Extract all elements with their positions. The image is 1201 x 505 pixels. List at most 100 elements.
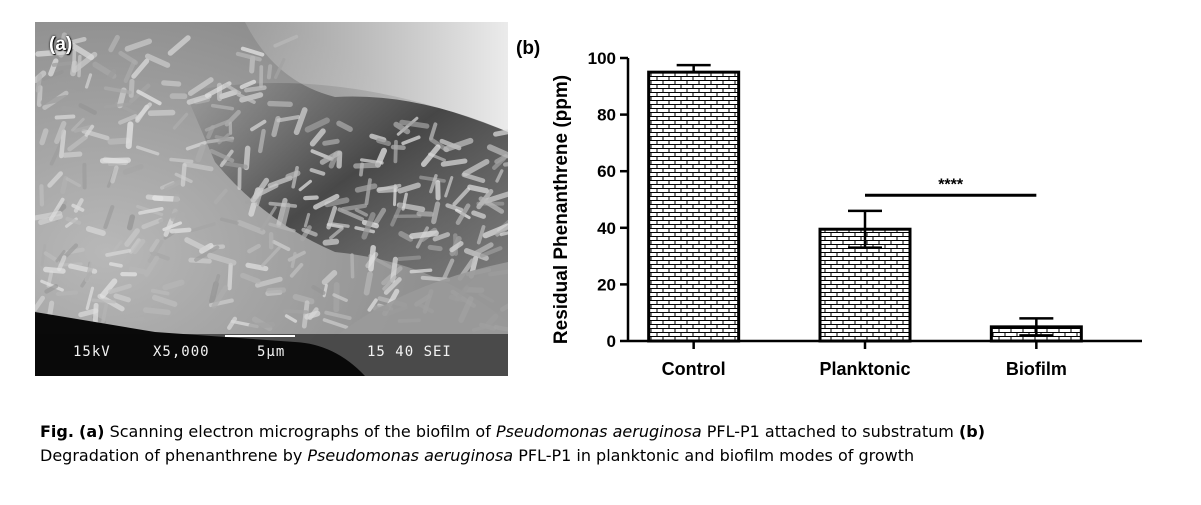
bacterium-rod (250, 177, 270, 203)
bacterium-rod (247, 243, 261, 254)
bacterium-rod (336, 120, 353, 132)
bacterium-rod (399, 119, 430, 129)
bacterium-rod (39, 184, 45, 207)
caption-fig: Fig. (40, 422, 74, 441)
bacterium-rod (353, 162, 381, 169)
bacterium-rod (47, 300, 55, 318)
bacterium-rod (40, 243, 47, 267)
bacterium-rod (471, 210, 486, 219)
bacterium-rod (409, 230, 439, 240)
bacterium-rod (354, 208, 369, 217)
bacterium-rod (313, 193, 340, 210)
bacterium-rod (359, 162, 364, 177)
bacterium-rod (211, 274, 221, 297)
bacterium-rod (467, 184, 489, 194)
bacterium-rod (214, 135, 234, 143)
bacterium-rod (442, 258, 455, 280)
bacterium-rod (240, 272, 261, 284)
bacterium-rod (128, 238, 141, 254)
bacterium-rod (220, 160, 248, 169)
bacterium-rod (443, 137, 474, 152)
bacterium-rod (219, 89, 238, 100)
scale-bar (225, 335, 295, 337)
bacterium-rod (85, 226, 106, 236)
bacterium-rod (332, 293, 348, 302)
bacterium-rod (492, 156, 507, 170)
bacterium-rod (195, 143, 206, 163)
bacterium-rod (377, 183, 402, 192)
bacterium-rod (65, 216, 82, 225)
bacterium-rod (479, 246, 503, 258)
bacterium-rod (43, 266, 66, 274)
caption-a-tag: (a) (79, 422, 105, 441)
bacterium-rod (416, 211, 434, 217)
bacterium-rod (48, 197, 65, 222)
bacterium-rod (99, 278, 118, 299)
bacterium-rod (149, 238, 160, 253)
bacterium-rod (493, 129, 508, 137)
bacterium-rod (427, 244, 443, 252)
bacterium-rod (138, 207, 164, 215)
bacterium-rod (104, 68, 117, 83)
bacterium-rod (287, 250, 306, 262)
panel-b-label: (b) (516, 38, 541, 59)
bacterium-rod (103, 102, 132, 109)
bacterium-rod (322, 138, 340, 146)
bacterium-rod (131, 58, 150, 79)
bacterium-rod (143, 307, 171, 316)
caption-part2: PFL-P1 attached to substratum (706, 422, 954, 441)
bacterium-rod (65, 177, 82, 188)
bacterium-rod (71, 117, 85, 132)
bacterium-rod (236, 92, 256, 104)
bacterium-rod (110, 165, 119, 184)
bacterium-rod (122, 163, 144, 175)
bar-chart-panel: 0 20 40 60 80 100 Residual Phenanthrene (ppm) C… (510, 28, 1150, 388)
bacterium-rod (472, 242, 494, 257)
bacterium-rod (393, 139, 398, 164)
bacterium-rod (51, 61, 73, 67)
bacterium-rod (58, 129, 67, 159)
bacterium-rod (108, 283, 132, 294)
bacterium-rod (103, 86, 132, 95)
bacterium-rod (250, 119, 267, 132)
bacterium-rod (354, 183, 378, 193)
bacterium-rod (367, 298, 378, 312)
bacterium-rod (409, 268, 433, 274)
caption-species-1: Pseudomonas aeruginosa (495, 422, 702, 441)
bacterium-rod (397, 182, 421, 194)
bacterium-rod (276, 197, 288, 227)
bacterium-rod (42, 70, 64, 81)
bacterium-rod (495, 169, 504, 183)
bacterium-rod (462, 158, 490, 177)
bacterium-rod (274, 57, 286, 80)
bacterium-rod (204, 119, 231, 132)
bacterium-rod (57, 255, 67, 272)
bacterium-rod (449, 241, 464, 253)
bacterium-rod (47, 171, 64, 188)
bacterium-rod (185, 141, 207, 151)
bacterium-rod (211, 285, 229, 309)
bacterium-rod (401, 135, 421, 146)
bacterium-rod (482, 223, 508, 239)
y-tick-label: 80 (597, 106, 616, 125)
bacterium-rod (267, 175, 293, 188)
bacterium-rod (223, 83, 242, 95)
bacterium-rod (304, 310, 321, 320)
bacterium-rod (445, 203, 464, 213)
bacterium-rod (301, 227, 318, 237)
bacterium-rod (77, 54, 82, 78)
bacterium-rod (304, 117, 330, 133)
y-tick-label: 100 (588, 49, 616, 68)
bacterium-rod (289, 262, 304, 278)
bacterium-rod (397, 255, 422, 261)
y-tick-label: 60 (597, 162, 616, 181)
bacterium-rod (321, 270, 338, 286)
bacterium-rod (194, 245, 220, 262)
x-tick-label: Control (662, 359, 726, 379)
bacterium-rod (92, 302, 99, 325)
significance-label: **** (938, 176, 964, 193)
bacterium-rod (116, 317, 145, 323)
bacterium-rod (444, 176, 454, 198)
y-tick-label: 0 (607, 332, 616, 351)
bacterium-rod (292, 293, 315, 305)
